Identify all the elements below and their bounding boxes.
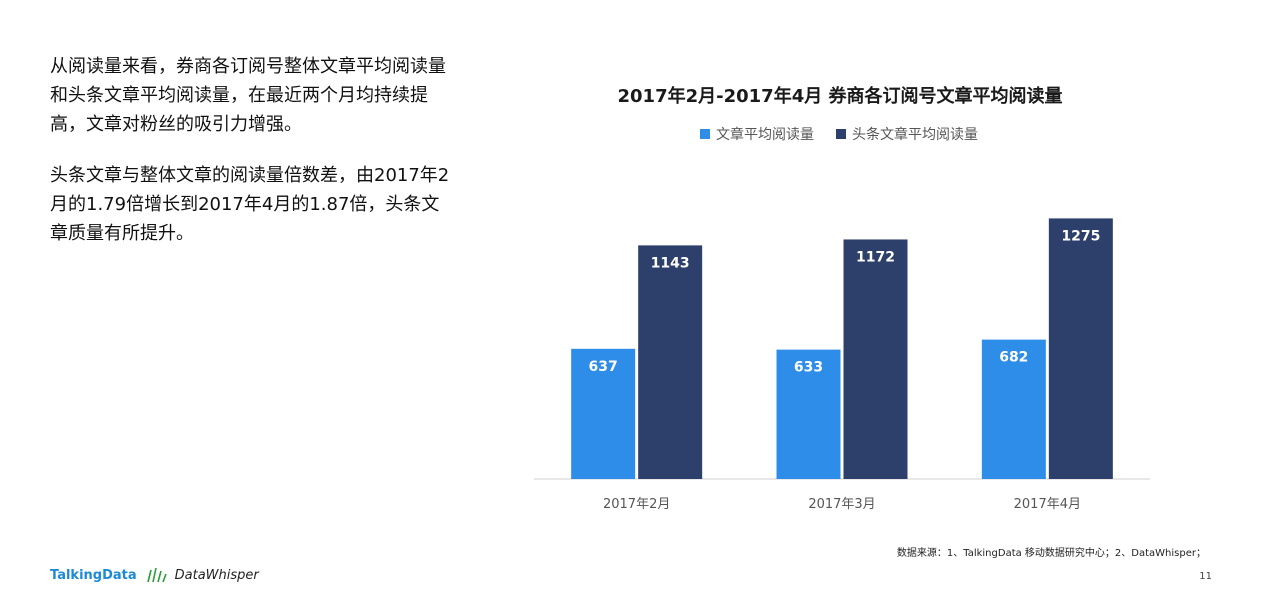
x-tick-label-3: 2017年4月 bbox=[1014, 497, 1081, 512]
data-label-series-2-2: 1172 bbox=[856, 249, 895, 265]
bar-series-2-2 bbox=[843, 239, 908, 479]
data-source-note: 数据来源：1、TalkingData 移动数据研究中心；2、DataWhispe… bbox=[896, 548, 1206, 559]
datawhisper-logo: DataWhisper bbox=[174, 567, 259, 583]
footer-logos: TalkingData DataWhisper bbox=[50, 566, 259, 584]
page-number: 11 bbox=[1199, 571, 1212, 582]
summary-text: 从阅读量来看，券商各订阅号整体文章平均阅读量和头条文章平均阅读量，在最近两个月均… bbox=[50, 52, 450, 270]
bar-series-2-1 bbox=[638, 245, 703, 479]
chart-legend: 文章平均阅读量 头条文章平均阅读量 bbox=[700, 124, 978, 144]
data-label-series-1-3: 682 bbox=[999, 350, 1028, 366]
summary-paragraph-1: 从阅读量来看，券商各订阅号整体文章平均阅读量和头条文章平均阅读量，在最近两个月均… bbox=[50, 56, 446, 135]
legend-swatch-series-2 bbox=[836, 129, 846, 139]
legend-label-series-1: 文章平均阅读量 bbox=[716, 127, 814, 143]
summary-paragraph-2: 头条文章与整体文章的阅读量倍数差，由2017年2月的1.79倍增长到2017年4… bbox=[50, 165, 450, 244]
legend-item-series-2: 头条文章平均阅读量 bbox=[836, 124, 978, 144]
chart-title: 2017年2月-2017年4月 券商各订阅号文章平均阅读量 bbox=[617, 86, 1063, 107]
legend-swatch-series-1 bbox=[700, 129, 710, 139]
data-label-series-2-3: 1275 bbox=[1061, 228, 1100, 244]
bar-series-1-2 bbox=[776, 349, 841, 479]
legend-item-series-1: 文章平均阅读量 bbox=[700, 124, 814, 144]
bar-series-2-3 bbox=[1048, 218, 1113, 479]
data-label-series-2-1: 1143 bbox=[651, 255, 690, 271]
datawhisper-mark-icon bbox=[146, 567, 167, 583]
data-label-series-1-2: 633 bbox=[794, 360, 823, 376]
legend-label-series-2: 头条文章平均阅读量 bbox=[852, 127, 978, 143]
bar-series-1-1 bbox=[571, 348, 636, 479]
x-tick-label-1: 2017年2月 bbox=[603, 497, 670, 512]
data-label-series-1-1: 637 bbox=[589, 359, 618, 375]
bar-series-1-3 bbox=[981, 339, 1046, 479]
x-tick-label-2: 2017年3月 bbox=[808, 497, 875, 512]
talkingdata-logo: TalkingData bbox=[50, 567, 137, 583]
